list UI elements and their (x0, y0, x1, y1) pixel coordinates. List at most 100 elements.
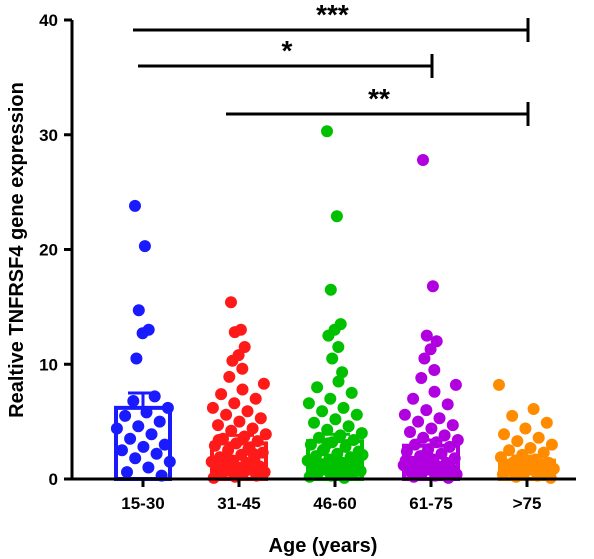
data-point (511, 435, 524, 448)
data-point (347, 434, 360, 446)
data-point (418, 352, 431, 365)
data-point (161, 401, 174, 414)
data-point (228, 397, 241, 410)
data-point (110, 422, 123, 435)
data-point (321, 423, 334, 436)
y-axis-title: Realtive TNFRSF4 gene expression (6, 82, 28, 418)
data-point (545, 438, 558, 451)
data-point (121, 466, 133, 479)
significance-label: ** (368, 83, 390, 114)
data-point (138, 240, 151, 253)
x-tick-label: >75 (513, 494, 542, 513)
data-point (527, 403, 540, 415)
data-point (420, 404, 433, 417)
data-point (304, 438, 317, 451)
data-point (326, 352, 339, 365)
data-point (308, 463, 321, 476)
data-point (350, 408, 363, 421)
data-point (129, 452, 142, 465)
data-point (132, 420, 145, 433)
data-point (493, 378, 505, 391)
data-point (321, 125, 333, 138)
data-point (355, 427, 368, 440)
data-point (420, 329, 433, 342)
data-point (524, 442, 537, 454)
data-point (424, 343, 437, 356)
ticks-layer: 0 10 20 30 40 15-30 31-45 46-60 61-75 >75 (39, 11, 541, 513)
data-point (150, 447, 163, 460)
data-point (137, 440, 150, 453)
data-point (225, 458, 238, 471)
significance-label: *** (316, 0, 349, 30)
x-tick-label: 46-60 (313, 494, 356, 513)
data-point (119, 409, 132, 422)
errorbars-layer (128, 391, 542, 461)
data-point (441, 398, 454, 411)
data-point (428, 385, 441, 398)
data-point (145, 428, 158, 441)
data-point (246, 422, 259, 435)
data-point (153, 415, 166, 428)
data-point (426, 280, 439, 293)
data-point (257, 377, 270, 390)
data-point (251, 435, 264, 448)
data-point (222, 444, 235, 457)
data-point (163, 455, 176, 468)
data-point (536, 466, 549, 479)
data-point (223, 370, 236, 383)
data-point (233, 415, 246, 428)
data-point (329, 413, 342, 426)
data-point (345, 386, 358, 399)
data-point (225, 424, 238, 437)
data-point (503, 444, 516, 457)
data-point (247, 447, 260, 460)
data-point (124, 432, 137, 445)
y-tick-label: 30 (39, 126, 58, 145)
data-point (324, 283, 337, 296)
data-point (322, 329, 335, 342)
data-point (425, 422, 438, 435)
data-point (540, 416, 553, 429)
data-point (330, 459, 343, 472)
data-point (316, 405, 329, 418)
data-point (308, 416, 320, 429)
data-point (446, 419, 459, 432)
points-layer (110, 125, 560, 484)
x-tick-label: 31-45 (217, 494, 260, 513)
data-point (321, 437, 334, 450)
data-point (342, 420, 355, 433)
data-point (332, 341, 345, 353)
data-point (236, 362, 249, 375)
data-point (407, 392, 420, 405)
data-point (519, 422, 532, 435)
data-point (400, 445, 413, 458)
data-point (142, 461, 155, 474)
data-point (451, 434, 464, 446)
data-point (415, 372, 428, 384)
data-point (398, 408, 411, 421)
data-point (212, 419, 224, 432)
data-point (225, 296, 237, 309)
data-point (506, 409, 519, 422)
data-point (215, 388, 228, 401)
data-point (234, 467, 247, 480)
data-point (404, 426, 416, 438)
data-point (220, 408, 233, 421)
data-point (127, 395, 140, 407)
data-point (136, 327, 149, 340)
y-tick-label: 0 (49, 470, 58, 489)
data-point (501, 460, 514, 473)
data-point (412, 468, 425, 481)
data-point (498, 428, 510, 441)
data-point (449, 378, 462, 391)
y-tick-label: 20 (39, 241, 58, 260)
data-point (336, 366, 349, 379)
data-point (337, 401, 350, 414)
data-point (332, 375, 345, 388)
data-point (428, 364, 441, 376)
data-point (421, 446, 434, 459)
data-point (339, 440, 352, 453)
data-point (399, 454, 412, 467)
data-point (226, 354, 239, 367)
